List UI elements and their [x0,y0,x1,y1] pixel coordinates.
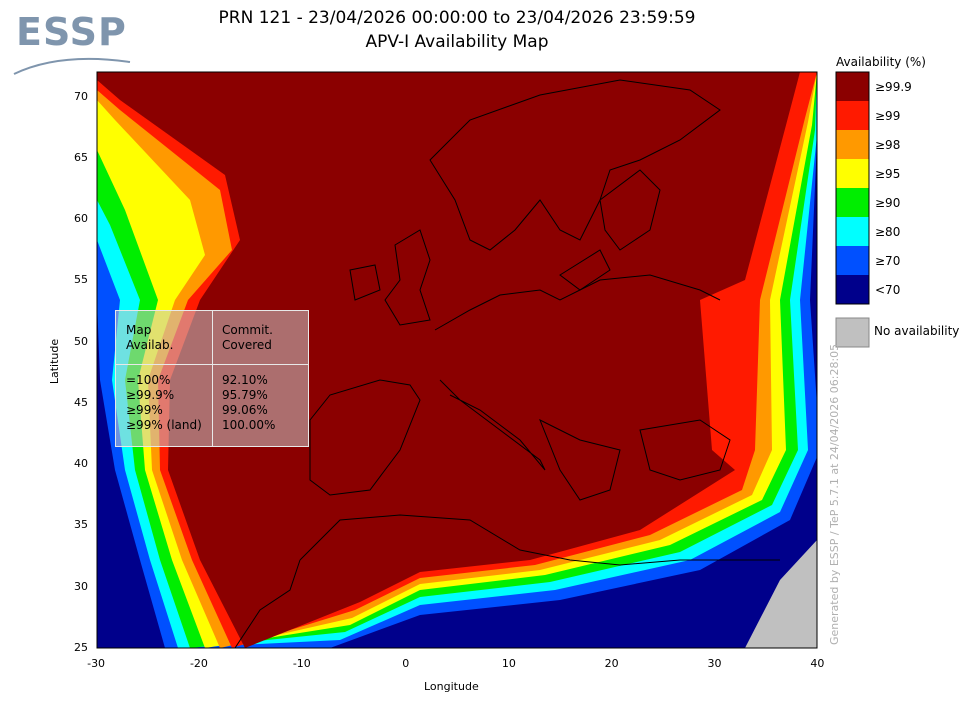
generated-by-text: Generated by ESSP / TeP 5.7.1 at 24/04/2… [828,343,841,645]
coastlines [234,79,780,648]
stats-row-value: 92.10% [222,373,268,387]
stats-row-label: ≥99% (land) [126,418,202,432]
legend-item-label: ≥90 [875,196,901,210]
x-tick-label: 20 [604,657,619,670]
y-tick-label: 35 [74,518,88,532]
stats-row-value: 99.06% [222,403,268,417]
y-tick-label: 30 [74,579,88,593]
legend-item-label: ≥98 [875,138,901,152]
y-tick-label: 60 [74,212,88,226]
stats-row-label: ≥99.9% [126,388,175,402]
y-tick-label: 55 [74,273,88,287]
coverage-stats-box: Map Availab. Commit. Covered =100% ≥99.9… [115,310,309,447]
x-tick-label: 40 [810,657,825,670]
legend-swatch [836,159,869,188]
stats-col1-header: Map Availab. [126,323,174,352]
stats-row-value: 100.00% [222,418,276,432]
legend-swatch [836,130,869,159]
legend-item-label: ≥95 [875,167,901,181]
stats-row-value: 95.79% [222,388,268,402]
y-tick-label: 65 [74,150,88,164]
x-axis-label: Longitude [424,680,479,693]
legend-swatch [836,101,869,130]
legend-no-availability-swatch [835,317,870,348]
y-tick-label: 70 [74,89,88,103]
y-tick-label: 45 [74,395,88,409]
legend-item-label: <70 [875,283,901,297]
stats-labels: =100% ≥99.9% ≥99% ≥99% (land) [126,373,202,433]
stats-row-label: =100% [126,373,171,387]
legend-swatch [836,217,869,246]
x-tick-label: -30 [87,657,106,670]
x-tick-label: 30 [707,657,722,670]
legend-item-label: ≥99 [875,109,901,123]
y-tick-label: 25 [74,641,88,654]
y-axis-label: Latitude [48,338,62,385]
legend-item-label: ≥80 [875,225,901,239]
stats-col2-header: Commit. Covered [222,323,273,352]
map-title: PRN 121 - 23/04/2026 00:00:00 to 23/04/2… [218,8,696,28]
y-tick-label: 50 [74,334,88,348]
legend-swatch [836,275,869,304]
x-tick-label: -20 [189,657,208,670]
logo-arc [13,57,131,75]
stats-values: 92.10% 95.79% 99.06% 100.00% [222,373,275,433]
y-tick-label: 40 [74,457,88,471]
stats-row-label: ≥99% [126,403,163,417]
x-tick-label: 10 [501,657,516,670]
no-availability-se [745,540,817,648]
legend-item-label: ≥99.9 [875,80,912,94]
legend-item-label: ≥70 [875,254,901,268]
x-tick-label: 0 [402,657,410,670]
legend-swatch [836,72,869,101]
band-99-9 [97,72,800,648]
x-tick-label: -10 [292,657,311,670]
map-subtitle: APV-I Availability Map [365,32,549,52]
plot-frame [96,71,818,649]
essp-logo: ESSP [16,10,127,54]
legend-swatch [836,246,869,275]
legend-frame [835,71,870,305]
legend-swatch [836,188,869,217]
legend-title: Availability (%) [836,55,926,69]
legend-colorbar [835,71,870,305]
legend-no-availability-label: No availability [874,324,960,338]
